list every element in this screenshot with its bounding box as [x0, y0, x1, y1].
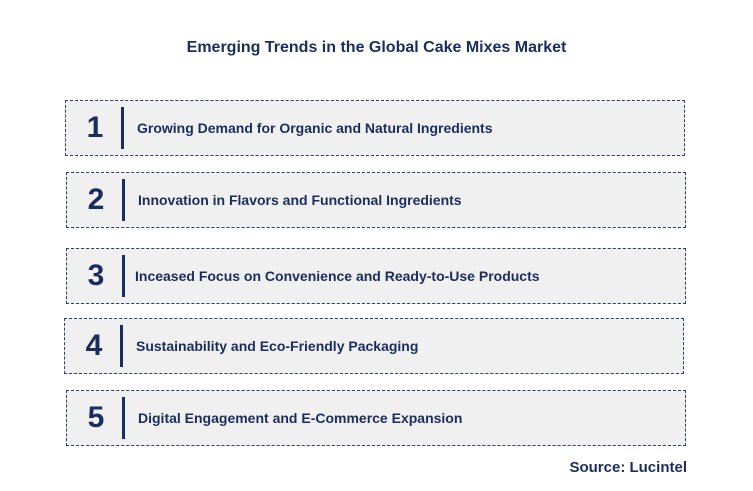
trend-item-5: 5 Digital Engagement and E-Commerce Expa… [66, 390, 686, 446]
trend-divider [122, 179, 125, 221]
source-label: Source: Lucintel [569, 459, 687, 476]
trend-number: 2 [87, 183, 105, 216]
trend-number: 3 [87, 259, 105, 292]
trend-item-4: 4 Sustainability and Eco-Friendly Packag… [64, 318, 684, 374]
trend-number: 5 [87, 401, 105, 434]
trend-divider [122, 397, 125, 439]
trend-label: Innovation in Flavors and Functional Ing… [138, 192, 462, 208]
trend-label: Sustainability and Eco-Friendly Packagin… [136, 338, 419, 354]
trend-divider [122, 255, 125, 297]
trend-number: 4 [85, 329, 103, 362]
trend-label: Growing Demand for Organic and Natural I… [137, 120, 493, 136]
trend-label: Digital Engagement and E-Commerce Expans… [138, 410, 463, 426]
trend-item-1: 1 Growing Demand for Organic and Natural… [65, 100, 685, 156]
trend-number: 1 [86, 111, 104, 144]
trend-item-3: 3 Inceased Focus on Convenience and Read… [66, 248, 686, 304]
diagram-title: Emerging Trends in the Global Cake Mixes… [186, 39, 567, 56]
trend-label: Inceased Focus on Convenience and Ready-… [135, 268, 540, 284]
trend-divider [121, 107, 124, 149]
trend-divider [120, 325, 123, 367]
trend-item-2: 2 Innovation in Flavors and Functional I… [66, 172, 686, 228]
